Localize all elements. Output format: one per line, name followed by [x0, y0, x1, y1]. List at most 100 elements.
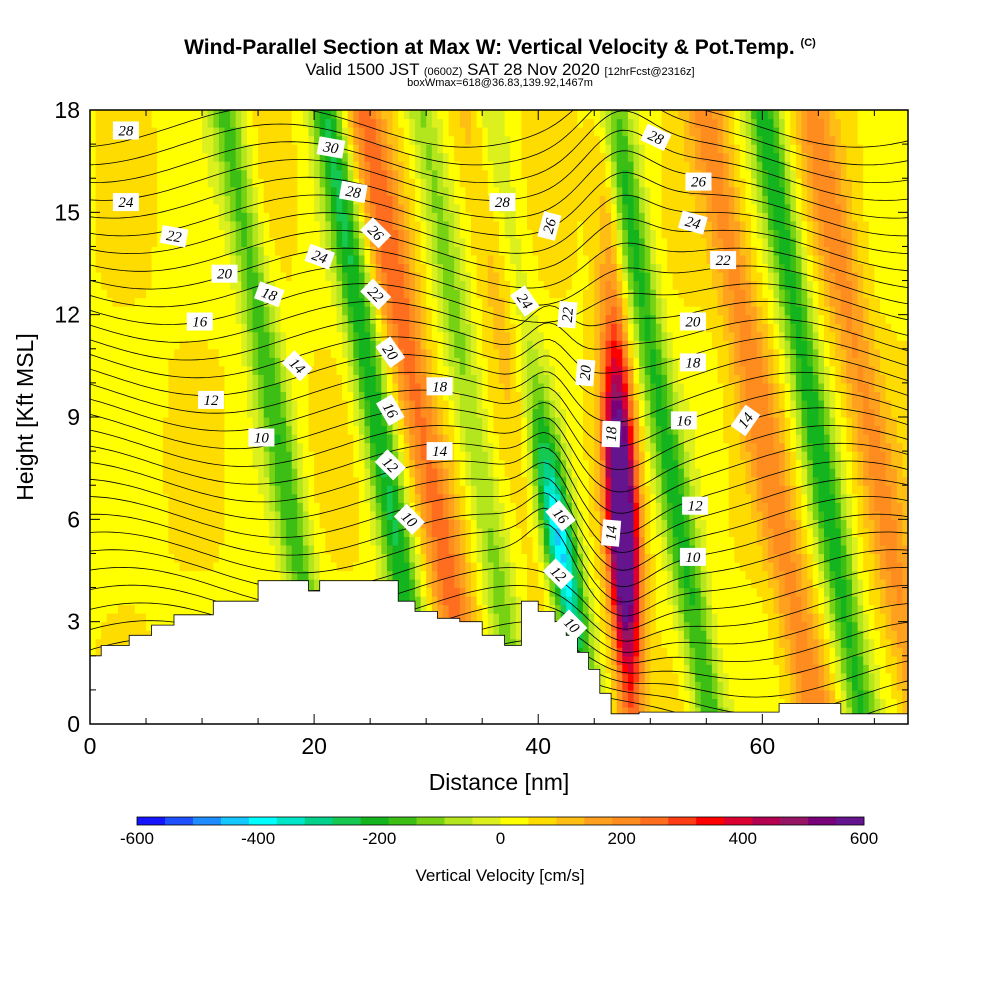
velocity-cell [235, 152, 242, 162]
velocity-cell [146, 323, 153, 333]
velocity-cell [409, 280, 416, 290]
velocity-cell [319, 391, 326, 401]
velocity-cell [302, 493, 310, 503]
velocity-cell [297, 442, 304, 452]
velocity-cell [269, 476, 276, 486]
velocity-cell [398, 110, 405, 120]
velocity-cell [118, 365, 125, 375]
velocity-cell [123, 110, 130, 120]
velocity-cell [224, 237, 231, 247]
velocity-cell [325, 229, 332, 239]
velocity-cell [241, 144, 248, 154]
velocity-cell [308, 544, 315, 554]
velocity-cell [134, 220, 141, 230]
velocity-cell [381, 502, 388, 512]
velocity-cell [123, 323, 130, 333]
velocity-cell [358, 323, 366, 333]
velocity-cell [202, 340, 209, 350]
velocity-cell [162, 212, 169, 222]
velocity-cell [252, 229, 259, 239]
velocity-cell [358, 544, 366, 554]
velocity-cell [241, 306, 248, 316]
velocity-cell [140, 442, 147, 452]
velocity-cell [90, 638, 97, 648]
velocity-cell [398, 297, 405, 307]
velocity-cell [342, 536, 349, 546]
velocity-cell [146, 536, 153, 546]
velocity-cell [342, 289, 349, 299]
velocity-cell [112, 220, 119, 230]
velocity-cell [263, 314, 270, 324]
velocity-cell [207, 604, 214, 614]
velocity-cell [358, 442, 366, 452]
velocity-cell [95, 144, 102, 154]
velocity-cell [274, 536, 282, 546]
velocity-cell [302, 178, 310, 188]
velocity-cell [308, 152, 315, 162]
velocity-cell [157, 212, 164, 222]
velocity-cell [246, 323, 254, 333]
velocity-cell [336, 195, 343, 205]
velocity-cell [90, 476, 97, 486]
velocity-cell [381, 357, 388, 367]
velocity-cell [370, 118, 377, 128]
velocity-cell [364, 425, 371, 435]
velocity-cell [454, 365, 461, 375]
velocity-cell [101, 493, 108, 503]
velocity-cell [286, 502, 293, 512]
velocity-cell [465, 596, 472, 606]
velocity-cell [370, 399, 377, 409]
velocity-cell [269, 570, 276, 580]
velocity-cell [358, 118, 366, 128]
velocity-cell [146, 502, 153, 512]
velocity-cell [112, 340, 119, 350]
velocity-cell [213, 544, 220, 554]
velocity-cell [459, 493, 466, 503]
velocity-cell [90, 485, 97, 495]
velocity-cell [218, 280, 226, 290]
velocity-cell [330, 297, 338, 307]
velocity-cell [196, 272, 203, 282]
velocity-cell [431, 519, 438, 529]
velocity-cell [353, 289, 360, 299]
velocity-cell [106, 246, 113, 256]
velocity-cell [106, 357, 113, 367]
velocity-cell [415, 144, 422, 154]
velocity-cell [213, 161, 220, 171]
velocity-cell [302, 237, 310, 247]
velocity-cell [162, 544, 169, 554]
velocity-cell [258, 203, 265, 213]
velocity-cell [140, 434, 147, 444]
velocity-cell [202, 442, 209, 452]
velocity-cell [95, 135, 102, 145]
velocity-cell [358, 110, 366, 120]
velocity-cell [146, 417, 153, 427]
velocity-cell [140, 621, 147, 631]
velocity-cell [325, 510, 332, 520]
velocity-cell [358, 263, 366, 273]
velocity-cell [286, 476, 293, 486]
velocity-cell [252, 161, 259, 171]
subtitle-utc: (0600Z) [423, 66, 463, 78]
velocity-cell [364, 553, 371, 563]
velocity-cell [308, 178, 315, 188]
velocity-cell [129, 630, 136, 640]
velocity-cell [342, 203, 349, 213]
velocity-cell [129, 374, 136, 384]
velocity-cell [392, 570, 399, 580]
velocity-cell [202, 434, 209, 444]
velocity-cell [415, 425, 422, 435]
velocity-cell [364, 331, 371, 341]
velocity-cell [459, 135, 466, 145]
velocity-cell [129, 613, 136, 623]
velocity-cell [358, 280, 366, 290]
velocity-cell [280, 272, 287, 282]
velocity-cell [330, 272, 338, 282]
velocity-cell [336, 408, 343, 418]
velocity-cell [420, 544, 427, 554]
velocity-cell [179, 263, 186, 273]
velocity-cell [302, 118, 310, 128]
velocity-cell [258, 399, 265, 409]
velocity-cell [218, 417, 226, 427]
velocity-cell [241, 562, 248, 572]
